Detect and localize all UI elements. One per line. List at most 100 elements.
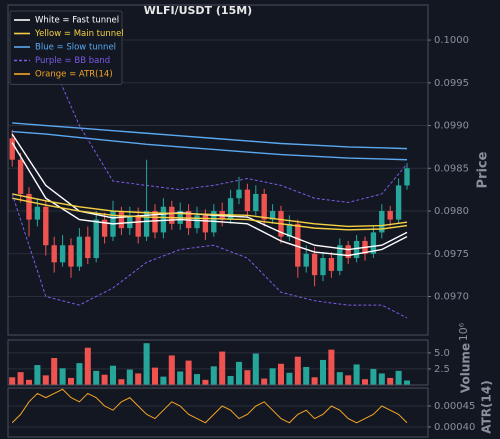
volume-bar	[118, 379, 125, 385]
volume-bar	[345, 375, 352, 385]
candle-body	[85, 236, 91, 259]
y-tick-label: 0.0970	[434, 292, 469, 303]
candle-body	[51, 245, 57, 263]
candle-body	[194, 215, 200, 229]
y-axis-label: Volume	[459, 343, 473, 393]
y-tick-label: 0.0975	[434, 249, 469, 260]
overlay-lines	[11, 31, 408, 319]
legend-label: Blue = Slow tunnel	[35, 43, 116, 53]
volume-bar	[336, 372, 343, 385]
volume-bar	[76, 363, 83, 385]
candle-body	[269, 211, 276, 220]
volume-bar	[109, 365, 117, 385]
volume-bar	[202, 379, 209, 385]
candle-body	[244, 189, 251, 212]
candle-body	[370, 232, 377, 254]
volume-bar	[210, 366, 217, 385]
candle-body	[43, 206, 49, 246]
candle-body	[286, 223, 293, 237]
y-axis-label: Price	[476, 151, 491, 188]
legend-label: White = Fast tunnel	[35, 16, 119, 26]
candle-body	[34, 206, 41, 220]
volume-bar	[244, 370, 251, 385]
y-tick-label: 0.00040	[434, 422, 475, 433]
volume-bars	[9, 343, 411, 385]
atr-line	[11, 388, 408, 424]
tunnel-line	[12, 130, 408, 161]
volume-bar	[319, 359, 327, 385]
candle-body	[160, 206, 167, 233]
volume-bar	[361, 379, 369, 385]
candle-body	[101, 219, 108, 237]
volume-bar	[9, 377, 16, 385]
volume-bar	[378, 373, 385, 385]
candle-body	[135, 215, 141, 237]
candle-body	[152, 211, 158, 233]
volume-bar	[93, 370, 100, 385]
candle-body	[261, 193, 267, 220]
candle-body	[303, 253, 309, 267]
atr-path	[11, 388, 408, 424]
volume-bar	[135, 373, 142, 385]
y-tick-label: 2.5	[434, 364, 450, 375]
legend-label: Purple = BB band	[35, 56, 110, 66]
tunnel-line	[12, 197, 408, 231]
y-axis-exponent: 10⁶	[457, 322, 470, 341]
volume-bar	[219, 351, 226, 385]
volume-bar	[269, 368, 276, 385]
candle-body	[26, 193, 32, 220]
candle-body	[253, 193, 259, 212]
y-tick-label: 5.0	[434, 348, 450, 359]
candle-body	[353, 240, 360, 259]
volume-bar	[328, 349, 335, 385]
volume-bar	[151, 367, 159, 385]
volume-bar	[34, 365, 41, 385]
volume-bar	[126, 369, 133, 385]
candle-body	[59, 245, 66, 263]
volume-bar	[387, 377, 394, 385]
candle-body	[68, 245, 74, 267]
volume-bar	[303, 367, 310, 385]
volume-bar	[235, 361, 243, 385]
volume-bar	[403, 380, 411, 385]
volume-bar	[193, 374, 201, 385]
volume-bar	[84, 347, 91, 385]
candle-body	[395, 185, 402, 220]
candle-body	[169, 206, 175, 224]
tunnel-line	[11, 31, 408, 203]
y-tick-label: 0.0985	[434, 163, 469, 174]
candle-body	[404, 168, 410, 186]
volume-bar	[395, 370, 402, 385]
candle-body	[379, 211, 385, 233]
y-tick-label: 0.1000	[434, 35, 469, 46]
tunnel-line	[11, 142, 408, 257]
volume-bar	[261, 378, 268, 385]
chart-title: WLFI/USDT (15M)	[144, 4, 252, 17]
volume-bar	[286, 372, 293, 385]
candle-body	[202, 215, 209, 233]
volume-bar	[51, 358, 58, 385]
panel-frame	[7, 339, 429, 386]
volume-bar	[160, 376, 167, 385]
candle-body	[76, 236, 83, 267]
y-tick-label: 0.0990	[434, 121, 469, 132]
y-tick-label: 0.0980	[434, 206, 469, 217]
volume-bar	[370, 368, 377, 385]
volume-bar	[67, 377, 75, 385]
candle-body	[17, 159, 24, 194]
legend-label: Orange = ATR(14)	[35, 70, 113, 80]
volume-bar	[294, 356, 301, 385]
volume-bar	[42, 375, 49, 385]
candles	[9, 129, 410, 287]
legend-box	[9, 10, 123, 85]
candle-body	[227, 198, 234, 220]
y-tick-label: 0.00045	[434, 401, 475, 412]
panel-frame	[7, 387, 429, 438]
candle-body	[387, 211, 393, 220]
volume-bar	[227, 376, 234, 385]
candle-body	[93, 219, 99, 259]
volume-bar	[353, 364, 360, 385]
tunnel-line	[11, 193, 408, 319]
